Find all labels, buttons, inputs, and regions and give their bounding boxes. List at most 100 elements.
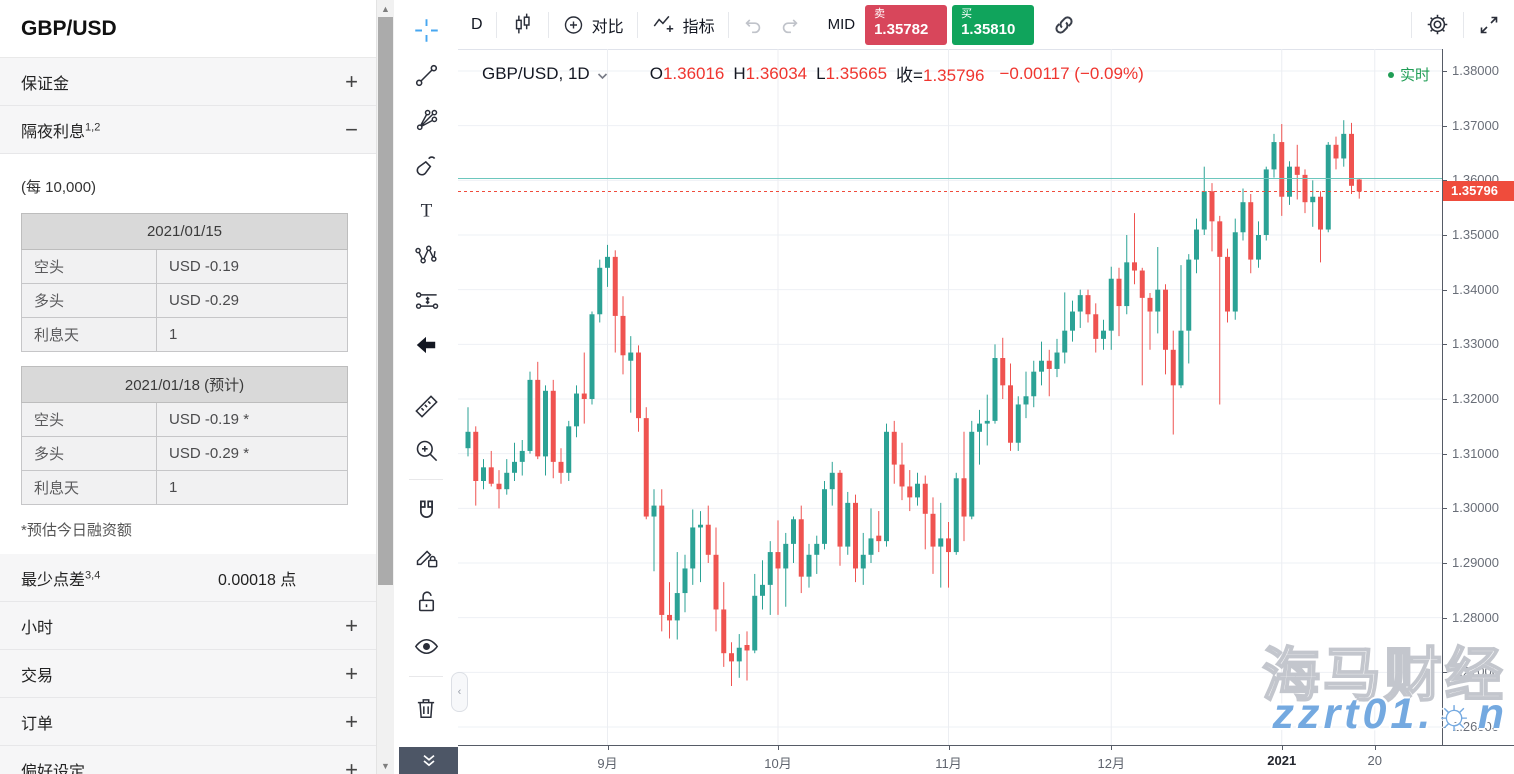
candlestick-plot[interactable] bbox=[458, 49, 1442, 745]
section-trading[interactable]: 交易 + bbox=[0, 650, 376, 698]
candle bbox=[1194, 218, 1199, 274]
candle bbox=[1108, 266, 1114, 350]
candle bbox=[1101, 319, 1106, 350]
compare-button[interactable]: 对比 bbox=[549, 1, 637, 49]
candle bbox=[922, 475, 928, 550]
interval-button[interactable]: D bbox=[471, 15, 483, 33]
expand-icon[interactable]: + bbox=[345, 612, 358, 638]
hide-all-eye-icon[interactable] bbox=[405, 625, 447, 667]
chart-panel: D 对比 指标 MID 卖 bbox=[458, 0, 1514, 774]
chart-style-button[interactable] bbox=[497, 1, 548, 49]
table-row: 空头 USD -0.19 * bbox=[21, 402, 348, 437]
candle bbox=[1132, 213, 1137, 285]
section-hours[interactable]: 小时 + bbox=[0, 602, 376, 650]
section-overnight-interest[interactable]: 隔夜利息1,2 − bbox=[0, 106, 376, 154]
projection-icon[interactable] bbox=[405, 279, 447, 321]
time-axis[interactable]: 9月 10月 11月 12月 2021 20 bbox=[458, 745, 1514, 774]
scrollbar-thumb[interactable] bbox=[378, 17, 393, 585]
magnet-icon[interactable] bbox=[405, 490, 447, 532]
buy-price: 1.35810 bbox=[961, 20, 1016, 38]
text-tool-icon[interactable]: T bbox=[405, 189, 447, 231]
sell-price: 1.35782 bbox=[874, 20, 929, 38]
expand-icon[interactable]: + bbox=[345, 708, 358, 734]
candle bbox=[798, 505, 804, 594]
price-tick-label: 1.33000 bbox=[1452, 336, 1499, 352]
object-tree-button[interactable] bbox=[399, 747, 458, 774]
expand-icon[interactable]: + bbox=[345, 756, 358, 774]
zoom-in-icon[interactable] bbox=[405, 429, 447, 471]
redo-button[interactable] bbox=[777, 1, 814, 49]
mid-mode-button[interactable]: MID bbox=[827, 16, 856, 33]
candle bbox=[783, 532, 789, 607]
candle bbox=[760, 560, 765, 610]
candle bbox=[1356, 178, 1362, 199]
min-spread-label: 最少点差3,4 bbox=[21, 569, 101, 589]
trash-icon[interactable] bbox=[405, 687, 447, 729]
indicators-button[interactable]: 指标 bbox=[638, 1, 728, 49]
section-margin[interactable]: 保证金 + bbox=[0, 58, 376, 106]
candle bbox=[868, 508, 874, 563]
section-label: 订单 bbox=[21, 715, 54, 733]
legend-symbol[interactable]: GBP/USD, 1D bbox=[482, 63, 590, 83]
chevron-down-icon[interactable] bbox=[597, 65, 608, 85]
candle bbox=[791, 516, 796, 563]
page-title: GBP/USD bbox=[0, 0, 376, 58]
candle bbox=[1318, 191, 1323, 263]
sidebar-collapse-handle[interactable]: ‹ bbox=[451, 672, 468, 712]
price-tick-label: 1.37000 bbox=[1452, 117, 1499, 133]
table-row: 空头 USD -0.19 bbox=[21, 249, 348, 284]
min-spread-row: 最少点差3,4 0.00018 点 bbox=[0, 554, 376, 602]
scroll-up-icon[interactable]: ▲ bbox=[381, 4, 390, 14]
link-button[interactable] bbox=[1039, 1, 1089, 49]
xabcd-pattern-icon[interactable] bbox=[405, 233, 447, 275]
price-axis[interactable]: 1.35796 1.38000 1.37000 1.36000 1.35000 1.34… bbox=[1442, 49, 1514, 745]
candle bbox=[767, 541, 773, 615]
price-tick-label: 1.26000 bbox=[1452, 719, 1499, 734]
candle bbox=[915, 472, 920, 506]
candle bbox=[1015, 396, 1021, 451]
section-label: 隔夜利息1,2 bbox=[21, 121, 101, 141]
candle bbox=[1023, 371, 1029, 419]
buy-button[interactable]: 买 1.35810 bbox=[952, 4, 1035, 45]
brush-icon[interactable] bbox=[405, 144, 447, 186]
candle bbox=[899, 442, 905, 501]
settings-button[interactable] bbox=[1412, 1, 1463, 49]
undo-icon bbox=[745, 18, 760, 33]
price-tick-label: 1.29000 bbox=[1452, 555, 1499, 570]
scroll-down-icon[interactable]: ▼ bbox=[381, 761, 390, 771]
candle bbox=[659, 489, 665, 632]
gann-fib-icon[interactable] bbox=[405, 99, 447, 141]
undo-button[interactable] bbox=[729, 1, 777, 49]
candle bbox=[558, 448, 564, 484]
section-orders[interactable]: 订单 + bbox=[0, 698, 376, 746]
crosshair-icon[interactable] bbox=[405, 9, 447, 51]
lock-all-icon[interactable] bbox=[405, 580, 447, 622]
candle bbox=[814, 535, 820, 574]
candle bbox=[674, 552, 680, 640]
table-date-header: 2021/01/18 (预计) bbox=[21, 366, 348, 403]
candle bbox=[946, 522, 951, 588]
expand-icon[interactable]: + bbox=[345, 660, 358, 686]
candle bbox=[465, 407, 471, 457]
candle bbox=[953, 472, 959, 555]
arrow-mark-icon[interactable] bbox=[405, 324, 447, 366]
trend-line-icon[interactable] bbox=[405, 54, 447, 96]
expand-icon[interactable]: + bbox=[345, 68, 358, 94]
candle bbox=[1008, 363, 1013, 451]
drawing-lock-icon[interactable] bbox=[405, 535, 447, 577]
candle bbox=[488, 450, 494, 487]
fullscreen-button[interactable] bbox=[1464, 1, 1514, 49]
candle bbox=[1124, 235, 1130, 315]
close-value: 1.35796 bbox=[922, 66, 985, 85]
price-tick-label: 1.32000 bbox=[1452, 391, 1499, 406]
candle bbox=[1201, 166, 1207, 235]
ruler-icon[interactable] bbox=[405, 385, 447, 427]
footnote-sup: 1,2 bbox=[85, 121, 101, 134]
candle bbox=[550, 379, 556, 479]
candle bbox=[1139, 267, 1145, 386]
collapse-icon[interactable]: − bbox=[345, 116, 358, 142]
section-preferences[interactable]: 偏好设定 + bbox=[0, 746, 376, 774]
sidebar-scrollbar[interactable]: ▲ ▼ bbox=[376, 0, 394, 774]
price-tick-label: 1.27000 bbox=[1452, 664, 1499, 680]
sell-button[interactable]: 卖 1.35782 bbox=[865, 4, 948, 45]
